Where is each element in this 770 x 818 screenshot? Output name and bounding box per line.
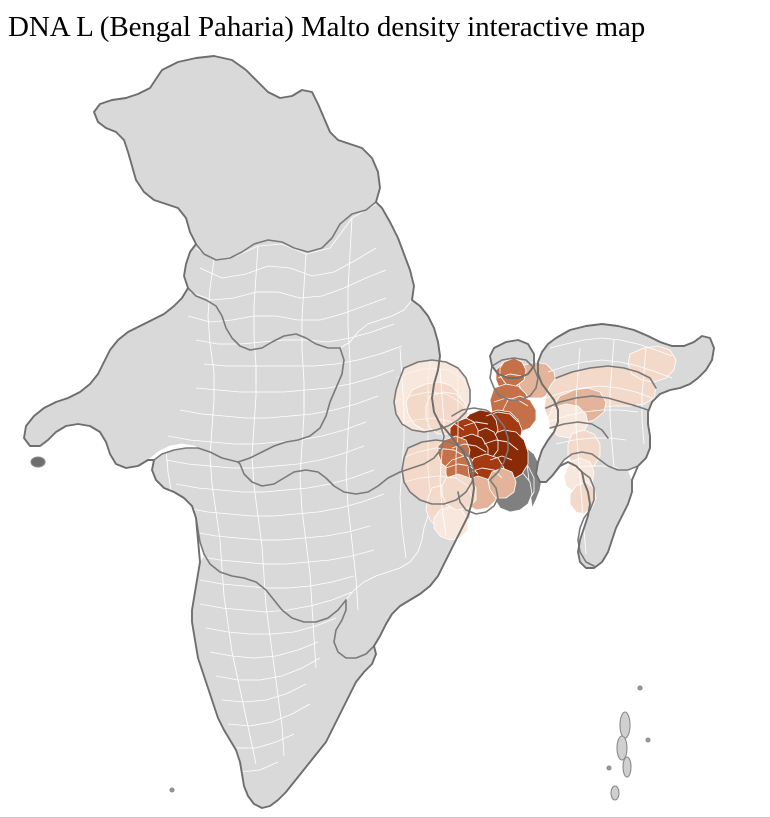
page-title: DNA L (Bengal Paharia) Malto density int… (8, 11, 646, 43)
island-group (30, 456, 651, 801)
map-canvas[interactable] (0, 48, 770, 814)
island-west-outlier[interactable] (606, 765, 612, 771)
region-sikkim-hl[interactable] (499, 357, 527, 387)
island-little-andaman[interactable] (610, 785, 620, 801)
island-north-outlier[interactable] (637, 685, 643, 691)
island-diu[interactable] (30, 456, 46, 468)
region-odisha-light[interactable] (433, 505, 469, 541)
island-andaman-north[interactable] (619, 711, 631, 739)
country-outline (23, 55, 715, 809)
island-andaman-mid[interactable] (616, 735, 628, 761)
island-barren[interactable] (645, 737, 651, 743)
india-choropleth-map[interactable] (0, 48, 770, 814)
island-andaman-south[interactable] (622, 756, 632, 778)
map-base-layer (23, 55, 715, 809)
island-lakshadweep[interactable] (169, 787, 175, 793)
district-boundary-mesh (165, 203, 673, 773)
highlight-district-mesh (393, 359, 529, 499)
